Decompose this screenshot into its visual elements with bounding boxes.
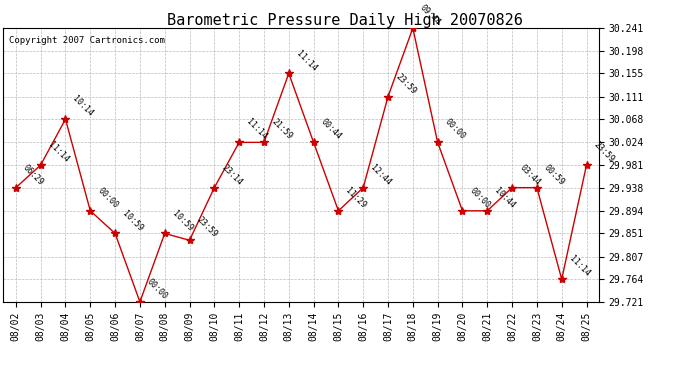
Text: 06:29: 06:29 [21, 163, 46, 187]
Text: 10:14: 10:14 [71, 94, 95, 118]
Text: 11:14: 11:14 [567, 254, 591, 279]
Text: 10:59: 10:59 [121, 209, 145, 232]
Text: 11:29: 11:29 [344, 186, 368, 210]
Text: 00:44: 00:44 [319, 117, 343, 142]
Text: 23:59: 23:59 [592, 140, 616, 164]
Text: 10:59: 10:59 [170, 209, 195, 232]
Text: 23:14: 23:14 [220, 163, 244, 187]
Text: 00:00: 00:00 [96, 186, 120, 210]
Text: 10:44: 10:44 [493, 186, 517, 210]
Text: 21:59: 21:59 [270, 117, 293, 142]
Text: 03:44: 03:44 [518, 163, 542, 187]
Text: Copyright 2007 Cartronics.com: Copyright 2007 Cartronics.com [10, 36, 166, 45]
Text: 00:00: 00:00 [468, 186, 492, 210]
Text: 09:44: 09:44 [418, 3, 442, 27]
Text: 23:59: 23:59 [393, 72, 417, 96]
Text: Barometric Pressure Daily High 20070826: Barometric Pressure Daily High 20070826 [167, 13, 523, 28]
Text: 00:00: 00:00 [443, 117, 467, 142]
Text: 23:59: 23:59 [195, 216, 219, 240]
Text: 00:59: 00:59 [542, 163, 566, 187]
Text: 11:14: 11:14 [46, 140, 70, 164]
Text: 00:00: 00:00 [146, 277, 170, 301]
Text: 12:44: 12:44 [368, 163, 393, 187]
Text: 11:14: 11:14 [245, 117, 268, 142]
Text: 11:14: 11:14 [295, 49, 318, 73]
